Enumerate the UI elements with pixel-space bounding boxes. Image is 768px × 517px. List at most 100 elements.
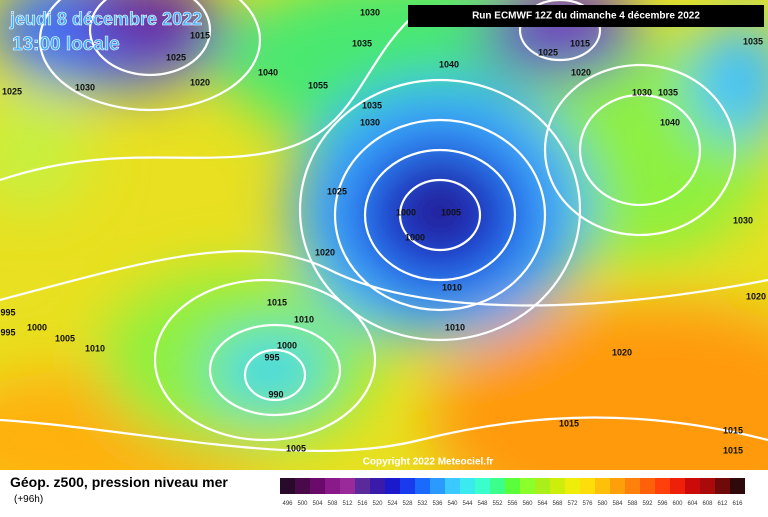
scale-label: 548 bbox=[477, 501, 488, 507]
scale-swatch bbox=[655, 478, 670, 494]
scale-swatch bbox=[625, 478, 640, 494]
isobar-label: 1040 bbox=[439, 59, 459, 69]
scale-label: 528 bbox=[402, 501, 413, 507]
isobar-label: 1015 bbox=[723, 425, 743, 435]
scale-swatch bbox=[565, 478, 580, 494]
scale-swatch bbox=[325, 478, 340, 494]
scale-swatch bbox=[505, 478, 520, 494]
footer-title: Géop. z500, pression niveau mer bbox=[10, 474, 228, 490]
scale-label: 500 bbox=[297, 501, 308, 507]
isobar-label: 1040 bbox=[660, 117, 680, 127]
scale-swatch bbox=[460, 478, 475, 494]
isobar-label: 995 bbox=[0, 307, 15, 317]
scale-label: 496 bbox=[282, 501, 293, 507]
scale-label: 608 bbox=[702, 501, 713, 507]
scale-label: 584 bbox=[612, 501, 623, 507]
scale-swatch bbox=[550, 478, 565, 494]
isobar-label: 1020 bbox=[190, 77, 210, 87]
isobar-label: 1005 bbox=[441, 207, 461, 217]
scale-label: 616 bbox=[732, 501, 743, 507]
isobar-label: 1000 bbox=[396, 207, 416, 217]
scale-label: 504 bbox=[312, 501, 323, 507]
scale-label: 600 bbox=[672, 501, 683, 507]
scale-swatch bbox=[475, 478, 490, 494]
isobar-label: 1030 bbox=[360, 7, 380, 17]
scale-label: 564 bbox=[537, 501, 548, 507]
scale-swatch bbox=[310, 478, 325, 494]
isobar-label: 1010 bbox=[442, 282, 462, 292]
isobar-label: 1005 bbox=[286, 443, 306, 453]
scale-label: 508 bbox=[327, 501, 338, 507]
scale-label: 520 bbox=[372, 501, 383, 507]
scale-swatch bbox=[715, 478, 730, 494]
isobar-label: 1015 bbox=[190, 30, 210, 40]
scale-swatch bbox=[700, 478, 715, 494]
isobar-lines bbox=[0, 0, 768, 453]
isobar-label: 1035 bbox=[743, 36, 763, 46]
isobar-label: 1020 bbox=[612, 347, 632, 357]
scale-swatch bbox=[280, 478, 295, 494]
isobar-label: 995 bbox=[264, 352, 279, 362]
copyright: Copyright 2022 Meteociel.fr bbox=[363, 457, 494, 468]
scale-label: 588 bbox=[627, 501, 638, 507]
isobar-label: 1035 bbox=[362, 100, 382, 110]
scale-label: 576 bbox=[582, 501, 593, 507]
scale-swatch bbox=[670, 478, 685, 494]
isobar-label: 1015 bbox=[559, 418, 579, 428]
scale-swatch bbox=[340, 478, 355, 494]
scale-label: 560 bbox=[522, 501, 533, 507]
isobar-label: 1005 bbox=[55, 333, 75, 343]
scale-label: 612 bbox=[717, 501, 728, 507]
isobar-label: 1025 bbox=[327, 186, 347, 196]
scale-swatch bbox=[430, 478, 445, 494]
isobar-label: 1015 bbox=[723, 445, 743, 455]
isobar-label: 1000 bbox=[277, 340, 297, 350]
scale-label: 544 bbox=[462, 501, 473, 507]
isobar-label: 1025 bbox=[166, 52, 186, 62]
isobar-label: 1025 bbox=[538, 47, 558, 57]
scale-label: 532 bbox=[417, 501, 428, 507]
isobar-label: 1015 bbox=[267, 297, 287, 307]
isobar-label: 1015 bbox=[570, 38, 590, 48]
scale-label: 536 bbox=[432, 501, 443, 507]
scale-swatch bbox=[730, 478, 745, 494]
color-scale: 496 500 504 508 512 516 520 524 528 532 536 540 544 5… bbox=[280, 478, 745, 507]
scale-swatch bbox=[370, 478, 385, 494]
isobar-label: 1040 bbox=[258, 67, 278, 77]
scale-swatch bbox=[415, 478, 430, 494]
scale-label: 524 bbox=[387, 501, 398, 507]
scale-label: 596 bbox=[657, 501, 668, 507]
scale-swatch bbox=[445, 478, 460, 494]
scale-label: 572 bbox=[567, 501, 578, 507]
scale-swatch bbox=[580, 478, 595, 494]
scale-label: 512 bbox=[342, 501, 353, 507]
isobar-label: 1030 bbox=[75, 82, 95, 92]
scale-label: 552 bbox=[492, 501, 503, 507]
scale-label: 516 bbox=[357, 501, 368, 507]
isobar-label: 1030 bbox=[632, 87, 652, 97]
run-info: Run ECMWF 12Z du dimanche 4 décembre 202… bbox=[472, 11, 700, 22]
isobar-label: 1020 bbox=[571, 67, 591, 77]
scale-swatch bbox=[400, 478, 415, 494]
valid-time: 13:00 locale bbox=[12, 34, 120, 55]
lead-time: (+96h) bbox=[14, 494, 43, 505]
isobar-label: 995 bbox=[0, 327, 15, 337]
isobar-label: 1010 bbox=[294, 314, 314, 324]
isobar-label: 1035 bbox=[352, 38, 372, 48]
isobar-label: 1030 bbox=[733, 215, 753, 225]
scale-label: 568 bbox=[552, 501, 563, 507]
scale-swatch bbox=[355, 478, 370, 494]
isobar-label: 990 bbox=[268, 389, 283, 399]
scale-swatch bbox=[535, 478, 550, 494]
isobar-label: 1030 bbox=[360, 117, 380, 127]
isobar-labels: 1030 1035 1015 1025 1020 1030 1025 1040 1055 1040… bbox=[0, 7, 766, 455]
isobar-label: 1000 bbox=[27, 322, 47, 332]
isobar-label: 1010 bbox=[85, 343, 105, 353]
isobar-label: 1020 bbox=[315, 247, 335, 257]
scale-swatch bbox=[640, 478, 655, 494]
scale-swatch bbox=[490, 478, 505, 494]
isobar-label: 1025 bbox=[2, 86, 22, 96]
scale-swatch bbox=[385, 478, 400, 494]
scale-label: 580 bbox=[597, 501, 608, 507]
